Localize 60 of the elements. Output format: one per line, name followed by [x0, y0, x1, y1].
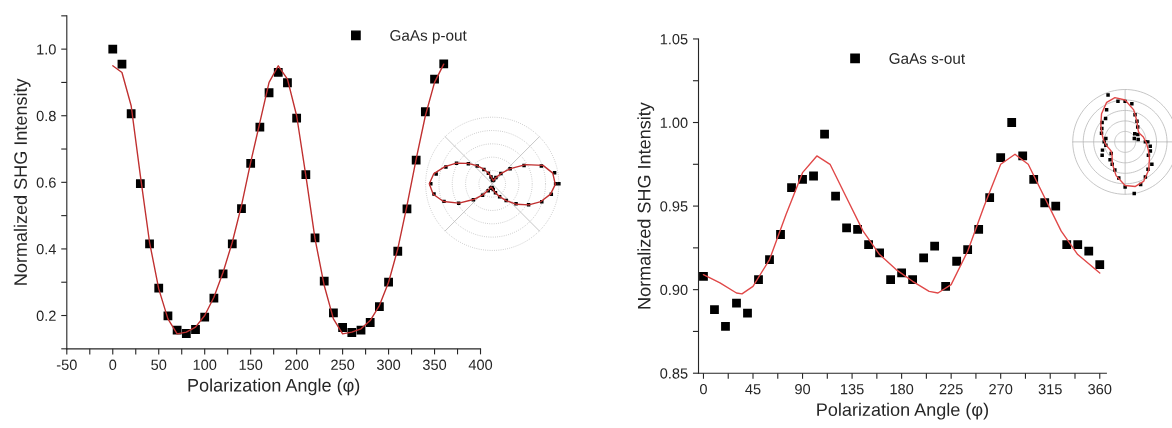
- y-axis-title: Normalized SHG Intensity: [637, 102, 655, 309]
- x-tick-label: -50: [56, 359, 77, 370]
- point: [886, 275, 895, 285]
- y-tick-label: 1.0: [37, 44, 56, 55]
- point: [952, 256, 962, 266]
- point: [721, 322, 730, 331]
- point: [108, 44, 118, 54]
- point: [787, 183, 796, 193]
- x-tick-label: 0: [699, 384, 707, 395]
- point: [1073, 240, 1083, 249]
- x-tick-label: 150: [239, 359, 263, 370]
- x-tick-label: 45: [745, 384, 761, 395]
- y-tick-label: 0.8: [36, 110, 56, 122]
- point: [1007, 118, 1017, 127]
- x-tick-label: 135: [841, 384, 864, 395]
- point: [1051, 201, 1061, 211]
- x-tick-label: 225: [939, 384, 963, 395]
- point: [853, 225, 862, 234]
- x-tick-label: 270: [989, 384, 1013, 395]
- point: [820, 129, 829, 139]
- point: [1095, 260, 1105, 269]
- point: [809, 171, 818, 181]
- y-tick-label: 0.2: [36, 310, 56, 321]
- x-tick-label: 350: [422, 359, 447, 370]
- x-tick-label: 360: [1088, 384, 1112, 395]
- point: [996, 153, 1006, 162]
- x-tick-label: 250: [331, 359, 355, 370]
- y-tick-label: 1.05: [660, 34, 688, 45]
- x-tick-label: 180: [890, 384, 914, 395]
- legend-label: GaAs s-out: [889, 53, 965, 64]
- legend-label: GaAs p-out: [390, 29, 467, 44]
- x-tick-label: 0: [109, 359, 117, 370]
- x-axis-title: Polarization Angle (φ): [817, 402, 988, 420]
- y-tick-label: 0.85: [660, 368, 688, 379]
- y-tick-label: 0.95: [660, 201, 688, 212]
- y-tick-label: 1.00: [660, 117, 688, 128]
- point: [699, 271, 708, 281]
- y-tick-label: 0.90: [660, 284, 688, 296]
- point: [842, 223, 851, 233]
- y-tick-label: 0.6: [36, 177, 56, 188]
- point: [117, 59, 127, 69]
- point: [919, 253, 929, 263]
- point: [1084, 246, 1094, 256]
- x-axis-title: Polarization Angle (φ): [188, 378, 360, 396]
- x-tick-label: 300: [376, 359, 401, 370]
- point: [1062, 240, 1072, 249]
- point: [732, 298, 741, 308]
- point: [710, 305, 719, 315]
- x-tick-label: 200: [285, 359, 309, 370]
- point: [439, 59, 449, 69]
- point: [743, 308, 752, 318]
- point: [831, 191, 840, 201]
- x-tick-label: 90: [795, 384, 811, 395]
- y-axis-title: Normalized SHG Intensity: [13, 78, 31, 285]
- x-tick-label: 315: [1038, 384, 1062, 395]
- point: [930, 241, 940, 251]
- y-tick-label: 0.4: [36, 244, 56, 255]
- x-tick-label: 50: [151, 359, 167, 370]
- x-tick-label: 400: [468, 359, 493, 370]
- x-tick-label: 100: [193, 359, 217, 370]
